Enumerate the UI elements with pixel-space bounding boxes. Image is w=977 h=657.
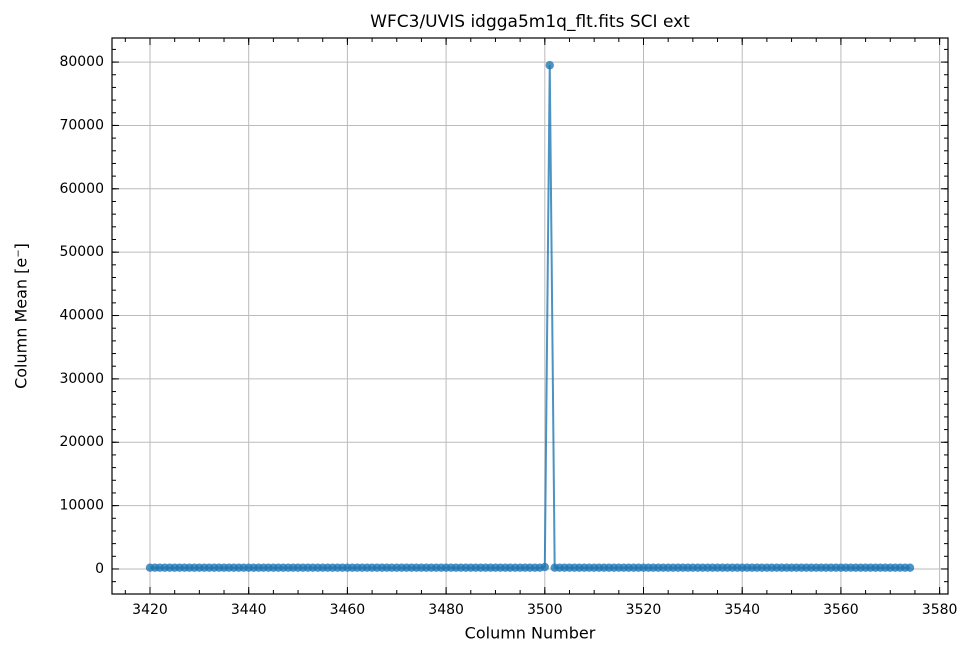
x-tick-label: 3460 xyxy=(330,602,366,618)
x-tick-label: 3520 xyxy=(626,602,662,618)
y-axis-label: Column Mean [e⁻] xyxy=(12,243,31,389)
y-tick-label: 40000 xyxy=(59,308,104,324)
x-axis-label: Column Number xyxy=(465,624,596,643)
y-tick-label: 10000 xyxy=(59,498,104,514)
y-tick-label: 60000 xyxy=(59,181,104,197)
y-tick-label: 30000 xyxy=(59,371,104,387)
y-tick-label: 80000 xyxy=(59,54,104,70)
x-tick-label: 3440 xyxy=(231,602,267,618)
data-point xyxy=(905,563,915,572)
y-tick-label: 20000 xyxy=(59,434,104,450)
plot-frame xyxy=(111,37,949,595)
x-tick-label: 3540 xyxy=(724,602,760,618)
y-tick-label: 70000 xyxy=(59,117,104,133)
x-tick-label: 3580 xyxy=(922,602,958,618)
x-tick-label: 3560 xyxy=(823,602,859,618)
y-tick-label: 50000 xyxy=(59,244,104,260)
x-tick-label: 3420 xyxy=(132,602,168,618)
data-point xyxy=(540,562,550,572)
data-line xyxy=(150,65,910,569)
y-tick-label: 0 xyxy=(95,561,104,577)
x-tick-label: 3480 xyxy=(428,602,464,618)
x-tick-label: 3500 xyxy=(527,602,563,618)
data-point xyxy=(545,61,554,70)
chart-title: WFC3/UVIS idgga5m1q_flt.fits SCI ext xyxy=(370,12,690,32)
